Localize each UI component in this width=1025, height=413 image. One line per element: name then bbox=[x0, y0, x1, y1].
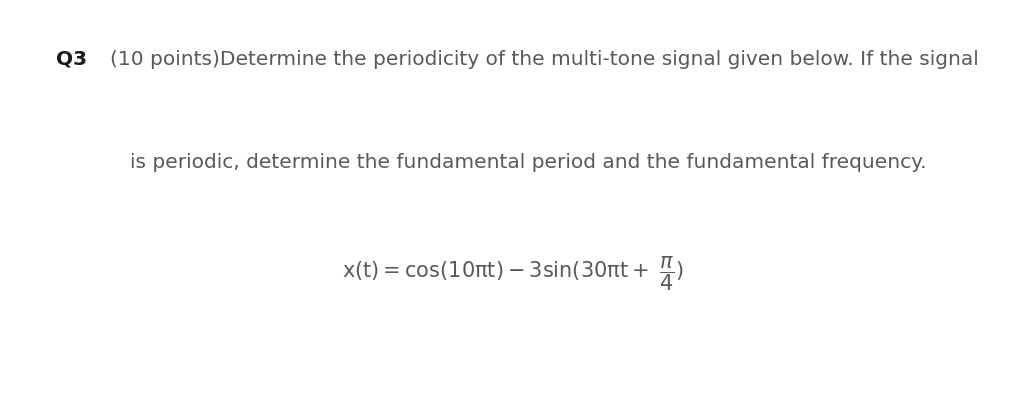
Text: $\mathregular{x(t) = cos(10\pi t) - 3sin(30\pi t +}$ $\dfrac{\pi}{4}$$\mathregul: $\mathregular{x(t) = cos(10\pi t) - 3sin… bbox=[341, 254, 684, 292]
Text: (10 points)Determine the periodicity of the multi-tone signal given below. If th: (10 points)Determine the periodicity of … bbox=[110, 50, 979, 69]
Text: Q3: Q3 bbox=[56, 50, 87, 69]
Text: is periodic, determine the fundamental period and the fundamental frequency.: is periodic, determine the fundamental p… bbox=[130, 153, 927, 172]
